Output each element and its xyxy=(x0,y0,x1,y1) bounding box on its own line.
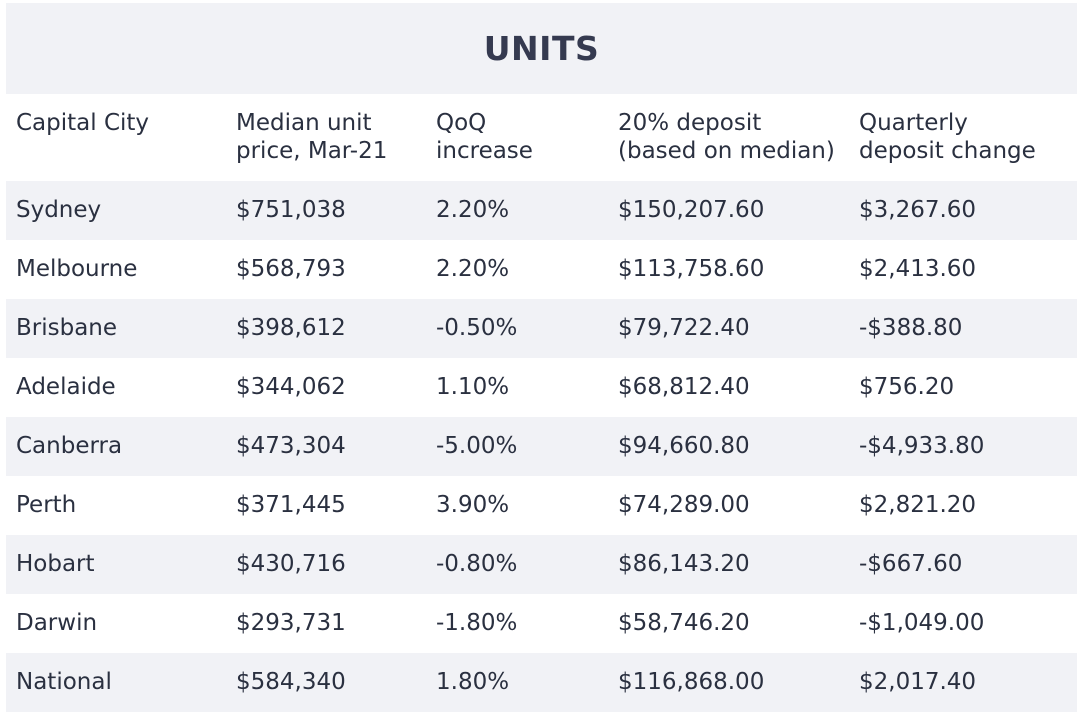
units-table: UNITS Capital City Median unit price, Ma… xyxy=(6,3,1077,712)
deposit-cell: $58,746.20 xyxy=(618,610,750,636)
header-qoq-increase: QoQ increase xyxy=(436,109,533,165)
median-price-cell: $584,340 xyxy=(236,669,346,695)
qoq-cell: 3.90% xyxy=(436,492,510,518)
qoq-cell: -0.50% xyxy=(436,315,518,341)
deposit-change-cell: $2,413.60 xyxy=(859,256,977,282)
header-line: increase xyxy=(436,138,533,164)
city-cell: National xyxy=(16,669,112,695)
qoq-cell: 2.20% xyxy=(436,256,510,282)
table-row: Hobart $430,716 -0.80% $86,143.20 -$667.… xyxy=(6,535,1077,594)
header-deposit: 20% deposit (based on median) xyxy=(618,109,835,165)
city-cell: Brisbane xyxy=(16,315,118,341)
median-price-cell: $568,793 xyxy=(236,256,346,282)
header-line: 20% deposit xyxy=(618,110,762,136)
header-line: QoQ xyxy=(436,110,487,136)
median-price-cell: $430,716 xyxy=(236,551,346,577)
qoq-cell: -5.00% xyxy=(436,433,518,459)
header-line: deposit change xyxy=(859,138,1036,164)
median-price-cell: $344,062 xyxy=(236,374,346,400)
deposit-change-cell: -$4,933.80 xyxy=(859,433,985,459)
table-header-row: Capital City Median unit price, Mar-21 Q… xyxy=(6,94,1077,181)
city-cell: Adelaide xyxy=(16,374,116,400)
deposit-cell: $113,758.60 xyxy=(618,256,765,282)
table-row: Brisbane $398,612 -0.50% $79,722.40 -$38… xyxy=(6,299,1077,358)
median-price-cell: $473,304 xyxy=(236,433,346,459)
table-row: Adelaide $344,062 1.10% $68,812.40 $756.… xyxy=(6,358,1077,417)
header-quarterly-deposit-change: Quarterly deposit change xyxy=(859,109,1036,165)
deposit-change-cell: $2,017.40 xyxy=(859,669,977,695)
deposit-cell: $94,660.80 xyxy=(618,433,750,459)
median-price-cell: $751,038 xyxy=(236,197,346,223)
qoq-cell: 1.10% xyxy=(436,374,510,400)
city-cell: Melbourne xyxy=(16,256,138,282)
table-title: UNITS xyxy=(483,29,600,68)
header-capital-city: Capital City xyxy=(16,109,149,137)
table-row: Darwin $293,731 -1.80% $58,746.20 -$1,04… xyxy=(6,594,1077,653)
city-cell: Darwin xyxy=(16,610,98,636)
header-line: Capital City xyxy=(16,110,150,136)
qoq-cell: -1.80% xyxy=(436,610,518,636)
city-cell: Canberra xyxy=(16,433,123,459)
deposit-change-cell: $2,821.20 xyxy=(859,492,977,518)
median-price-cell: $398,612 xyxy=(236,315,346,341)
deposit-change-cell: $756.20 xyxy=(859,374,955,400)
city-cell: Hobart xyxy=(16,551,95,577)
deposit-cell: $68,812.40 xyxy=(618,374,750,400)
deposit-cell: $79,722.40 xyxy=(618,315,750,341)
table-row: Perth $371,445 3.90% $74,289.00 $2,821.2… xyxy=(6,476,1077,535)
qoq-cell: 1.80% xyxy=(436,669,510,695)
table-row: Melbourne $568,793 2.20% $113,758.60 $2,… xyxy=(6,240,1077,299)
table-title-bar: UNITS xyxy=(6,3,1077,94)
median-price-cell: $293,731 xyxy=(236,610,346,636)
table-row: Sydney $751,038 2.20% $150,207.60 $3,267… xyxy=(6,181,1077,240)
deposit-cell: $86,143.20 xyxy=(618,551,750,577)
table-row: National $584,340 1.80% $116,868.00 $2,0… xyxy=(6,653,1077,712)
header-line: price, Mar-21 xyxy=(236,138,388,164)
header-median-unit-price: Median unit price, Mar-21 xyxy=(236,109,387,165)
deposit-cell: $116,868.00 xyxy=(618,669,765,695)
median-price-cell: $371,445 xyxy=(236,492,346,518)
deposit-change-cell: $3,267.60 xyxy=(859,197,977,223)
city-cell: Perth xyxy=(16,492,77,518)
table-row: Canberra $473,304 -5.00% $94,660.80 -$4,… xyxy=(6,417,1077,476)
header-line: Median unit xyxy=(236,110,372,136)
deposit-change-cell: -$1,049.00 xyxy=(859,610,985,636)
deposit-change-cell: -$667.60 xyxy=(859,551,963,577)
deposit-cell: $74,289.00 xyxy=(618,492,750,518)
deposit-cell: $150,207.60 xyxy=(618,197,765,223)
header-line: Quarterly xyxy=(859,110,968,136)
city-cell: Sydney xyxy=(16,197,102,223)
qoq-cell: -0.80% xyxy=(436,551,518,577)
header-line: (based on median) xyxy=(618,138,835,164)
deposit-change-cell: -$388.80 xyxy=(859,315,963,341)
qoq-cell: 2.20% xyxy=(436,197,510,223)
